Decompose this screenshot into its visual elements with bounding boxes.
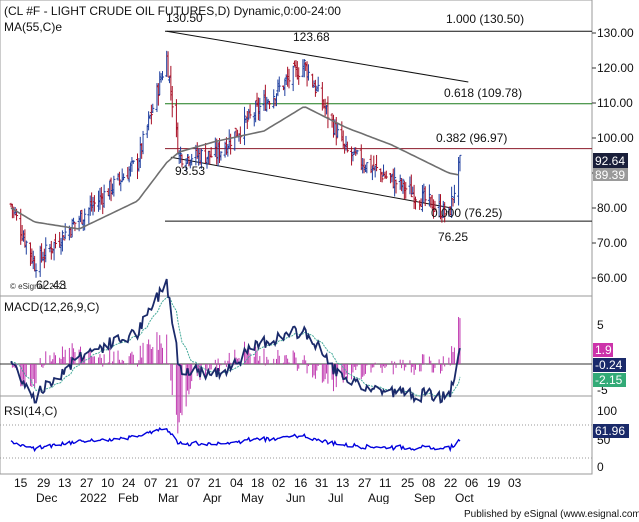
ma-label: MA(55,C)e [4, 20, 62, 34]
price-tick-label: 130.00 [597, 26, 634, 40]
x-day-tick: 19 [487, 476, 501, 490]
x-day-tick: 06 [465, 476, 479, 490]
x-day-tick: 10 [101, 476, 115, 490]
x-day-tick: 11 [379, 476, 392, 490]
fibonacci-levels [165, 30, 592, 222]
x-month-tick: Jul [328, 491, 343, 505]
x-month-tick: Apr [203, 491, 222, 505]
x-month-tick: Sep [414, 491, 436, 505]
macd-tick-5: 5 [597, 318, 604, 332]
annotation-low-93: 93.53 [175, 164, 205, 178]
x-day-tick: 07 [144, 476, 158, 490]
macd-histogram [11, 316, 461, 434]
rsi-label: RSI(14,C) [4, 404, 57, 418]
rsi-panel-frame [0, 395, 593, 475]
price-panel-frame [0, 0, 593, 297]
x-day-tick: 27 [80, 476, 94, 490]
candles [9, 50, 462, 278]
annotation-low-76: 76.25 [438, 230, 468, 244]
footer-bar [0, 504, 639, 522]
x-day-tick: 24 [122, 476, 136, 490]
footer-text: Published by eSignal (www.esignal.com) [464, 509, 639, 520]
macd-hist-value: 1.9 [595, 343, 612, 357]
x-day-tick: 15 [14, 476, 28, 490]
x-month-tick: Jun [286, 491, 305, 505]
x-day-tick: 03 [508, 476, 522, 490]
price-tick-label: 110.00 [597, 96, 633, 110]
price-tick-label: 80.00 [597, 201, 627, 215]
watermark: © eSignal, 2021 [10, 282, 68, 291]
rsi-tick-0: 0 [597, 460, 604, 474]
x-month-tick: Mar [158, 491, 179, 505]
macd-line [10, 278, 461, 404]
macd-label: MACD(12,26,9,C) [4, 300, 99, 314]
trend-channel [166, 30, 469, 209]
x-day-tick: 13 [58, 476, 72, 490]
x-month-tick: May [241, 491, 264, 505]
x-day-tick: 16 [294, 476, 308, 490]
x-day-tick: 31 [315, 476, 329, 490]
annotation-high-130: 130.50 [166, 11, 203, 25]
fib-label-100: 1.000 (130.50) [446, 12, 524, 26]
x-day-tick: 22 [444, 476, 458, 490]
x-axis: 15 29 13 27 10 24 07 21 07 21 04 18 02 16 31 13 27 11 25 08… [14, 476, 522, 505]
last-price-value: 92.64 [595, 154, 625, 168]
x-day-tick: 27 [358, 476, 372, 490]
rsi-value: 61.96 [595, 424, 625, 438]
macd-tick-minus5: -5 [597, 383, 608, 397]
x-day-tick: 07 [187, 476, 201, 490]
chart-title: (CL #F - LIGHT CRUDE OIL FUTURES,D) Dyna… [4, 4, 341, 18]
x-day-tick: 08 [422, 476, 436, 490]
x-month-tick: 2022 [80, 491, 107, 505]
rsi-line [10, 427, 461, 453]
x-day-tick: 29 [37, 476, 51, 490]
x-month-tick: Oct [455, 491, 474, 505]
x-day-tick: 04 [230, 476, 244, 490]
x-month-tick: Feb [118, 491, 139, 505]
price-tick-label: 70.00 [597, 236, 627, 250]
price-tick-label: 120.00 [597, 61, 634, 75]
fib-label-382: 0.382 (96.97) [436, 131, 507, 145]
macd-value-badge [593, 358, 626, 372]
macd-value: -0.24 [595, 358, 623, 372]
x-day-tick: 21 [208, 476, 222, 490]
channel-upper [166, 30, 469, 83]
x-day-tick: 02 [272, 476, 286, 490]
macd-signal-badge [593, 373, 626, 387]
x-day-tick: 25 [401, 476, 415, 490]
ma-value-badge [593, 168, 628, 181]
ma-line [10, 106, 459, 230]
ma-value: 89.39 [595, 168, 625, 182]
x-day-tick: 13 [336, 476, 350, 490]
price-tick-label: 100.00 [597, 131, 634, 145]
rsi-tick-100: 100 [597, 404, 617, 418]
macd-hist-badge [593, 343, 613, 357]
annotation-high-123: 123.68 [293, 30, 330, 44]
macd-signal-value: -2.15 [595, 373, 623, 387]
macd-signal-line [10, 296, 461, 399]
price-tick-label: 60.00 [597, 271, 627, 285]
x-day-tick: 18 [251, 476, 265, 490]
fib-label-618: 0.618 (109.78) [444, 86, 522, 100]
fib-label-0: 0.000 (76.25) [431, 206, 502, 220]
last-price-badge [593, 153, 628, 168]
annotation-low-62: 62.43 [36, 278, 66, 292]
rsi-value-badge [593, 424, 629, 438]
x-day-tick: 21 [165, 476, 179, 490]
x-month-tick: Dec [36, 491, 57, 505]
x-month-tick: Aug [368, 491, 389, 505]
